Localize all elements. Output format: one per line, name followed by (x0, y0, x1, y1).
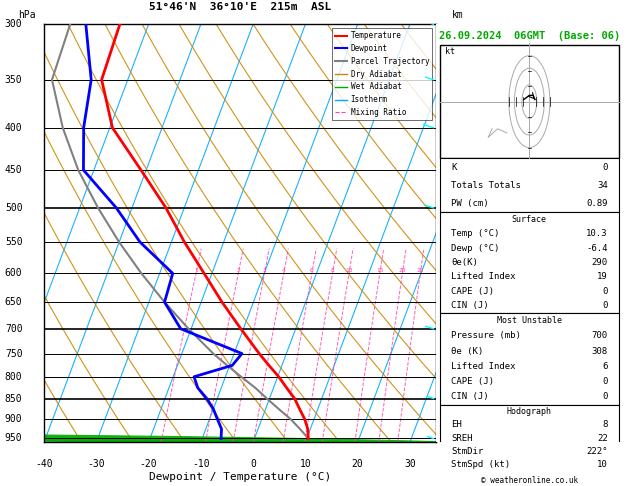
Text: 20: 20 (399, 268, 406, 273)
Text: 2: 2 (237, 268, 240, 273)
Text: hPa: hPa (18, 10, 36, 20)
Text: 4: 4 (282, 268, 286, 273)
Text: 0.89: 0.89 (586, 199, 608, 208)
Text: 10: 10 (345, 268, 353, 273)
Text: 3: 3 (262, 268, 266, 273)
Text: 290: 290 (592, 258, 608, 267)
Text: 400: 400 (5, 122, 23, 133)
Text: 25: 25 (416, 268, 424, 273)
Text: kt: kt (445, 47, 455, 56)
Text: LCL: LCL (440, 359, 455, 367)
FancyBboxPatch shape (440, 212, 619, 312)
Text: CAPE (J): CAPE (J) (451, 287, 494, 295)
Text: ASL: ASL (452, 37, 469, 47)
Text: 7: 7 (440, 149, 446, 158)
Text: Totals Totals: Totals Totals (451, 181, 521, 190)
Text: 650: 650 (5, 297, 23, 307)
Text: EH: EH (451, 420, 462, 429)
FancyBboxPatch shape (440, 312, 619, 405)
Text: 0: 0 (250, 459, 256, 469)
Text: 22: 22 (597, 434, 608, 443)
Text: 350: 350 (5, 75, 23, 85)
Text: 1: 1 (440, 414, 446, 424)
Text: θe(K): θe(K) (451, 258, 478, 267)
Text: Lifted Index: Lifted Index (451, 362, 516, 371)
Text: 2: 2 (440, 372, 446, 382)
Text: -40: -40 (35, 459, 53, 469)
Text: Dewp (°C): Dewp (°C) (451, 243, 499, 253)
Text: 6: 6 (440, 203, 446, 213)
Text: 20: 20 (352, 459, 364, 469)
Text: 15: 15 (376, 268, 384, 273)
Text: 19: 19 (597, 272, 608, 281)
Text: 10: 10 (299, 459, 311, 469)
Text: Lifted Index: Lifted Index (451, 272, 516, 281)
Text: 700: 700 (592, 331, 608, 340)
Text: 34: 34 (597, 181, 608, 190)
Text: 0: 0 (603, 163, 608, 172)
Text: Temp (°C): Temp (°C) (451, 229, 499, 238)
Text: Pressure (mb): Pressure (mb) (451, 331, 521, 340)
Text: 10: 10 (597, 460, 608, 469)
Text: 800: 800 (5, 372, 23, 382)
Text: 600: 600 (5, 268, 23, 278)
Text: Mixing Ratio (g/kg): Mixing Ratio (g/kg) (467, 186, 476, 281)
Text: 0: 0 (603, 287, 608, 295)
Text: 5: 5 (440, 250, 446, 260)
Text: 6: 6 (603, 362, 608, 371)
Text: Surface: Surface (512, 215, 547, 224)
Text: 8: 8 (440, 95, 446, 104)
Text: 750: 750 (5, 348, 23, 359)
Text: -20: -20 (140, 459, 157, 469)
Text: K: K (451, 163, 457, 172)
Text: 0: 0 (603, 301, 608, 310)
FancyBboxPatch shape (440, 405, 619, 471)
Text: 0: 0 (603, 377, 608, 386)
Text: 8: 8 (331, 268, 335, 273)
Text: 30: 30 (404, 459, 416, 469)
Text: km: km (452, 10, 464, 20)
Text: 4: 4 (440, 286, 446, 296)
Text: 3: 3 (440, 324, 446, 334)
Text: Dewpoint / Temperature (°C): Dewpoint / Temperature (°C) (149, 471, 331, 482)
Text: PW (cm): PW (cm) (451, 199, 489, 208)
Text: 51°46'N  36°10'E  215m  ASL: 51°46'N 36°10'E 215m ASL (149, 2, 331, 12)
Text: 450: 450 (5, 165, 23, 175)
Text: CAPE (J): CAPE (J) (451, 377, 494, 386)
Text: 950: 950 (5, 434, 23, 444)
Text: 8: 8 (603, 420, 608, 429)
Text: © weatheronline.co.uk: © weatheronline.co.uk (481, 476, 578, 485)
Text: 700: 700 (5, 324, 23, 334)
Legend: Temperature, Dewpoint, Parcel Trajectory, Dry Adiabat, Wet Adiabat, Isotherm, Mi: Temperature, Dewpoint, Parcel Trajectory… (332, 28, 432, 120)
FancyBboxPatch shape (440, 158, 619, 212)
Text: 222°: 222° (586, 447, 608, 456)
Text: Hodograph: Hodograph (507, 407, 552, 416)
Text: 900: 900 (5, 414, 23, 424)
Text: 300: 300 (5, 19, 23, 29)
Text: 500: 500 (5, 203, 23, 213)
Text: -6.4: -6.4 (586, 243, 608, 253)
Text: θe (K): θe (K) (451, 347, 483, 355)
Text: 0: 0 (603, 393, 608, 401)
Text: 1: 1 (194, 268, 198, 273)
FancyBboxPatch shape (440, 45, 619, 158)
Text: 10.3: 10.3 (586, 229, 608, 238)
Text: CIN (J): CIN (J) (451, 301, 489, 310)
Text: -30: -30 (87, 459, 105, 469)
Text: StmSpd (kt): StmSpd (kt) (451, 460, 510, 469)
Text: StmDir: StmDir (451, 447, 483, 456)
Text: 26.09.2024  06GMT  (Base: 06): 26.09.2024 06GMT (Base: 06) (439, 31, 620, 40)
Text: 6: 6 (310, 268, 314, 273)
Text: SREH: SREH (451, 434, 472, 443)
Text: 308: 308 (592, 347, 608, 355)
Text: CIN (J): CIN (J) (451, 393, 489, 401)
Text: Most Unstable: Most Unstable (497, 316, 562, 325)
Text: -10: -10 (192, 459, 209, 469)
Text: 850: 850 (5, 394, 23, 403)
Text: 550: 550 (5, 237, 23, 247)
